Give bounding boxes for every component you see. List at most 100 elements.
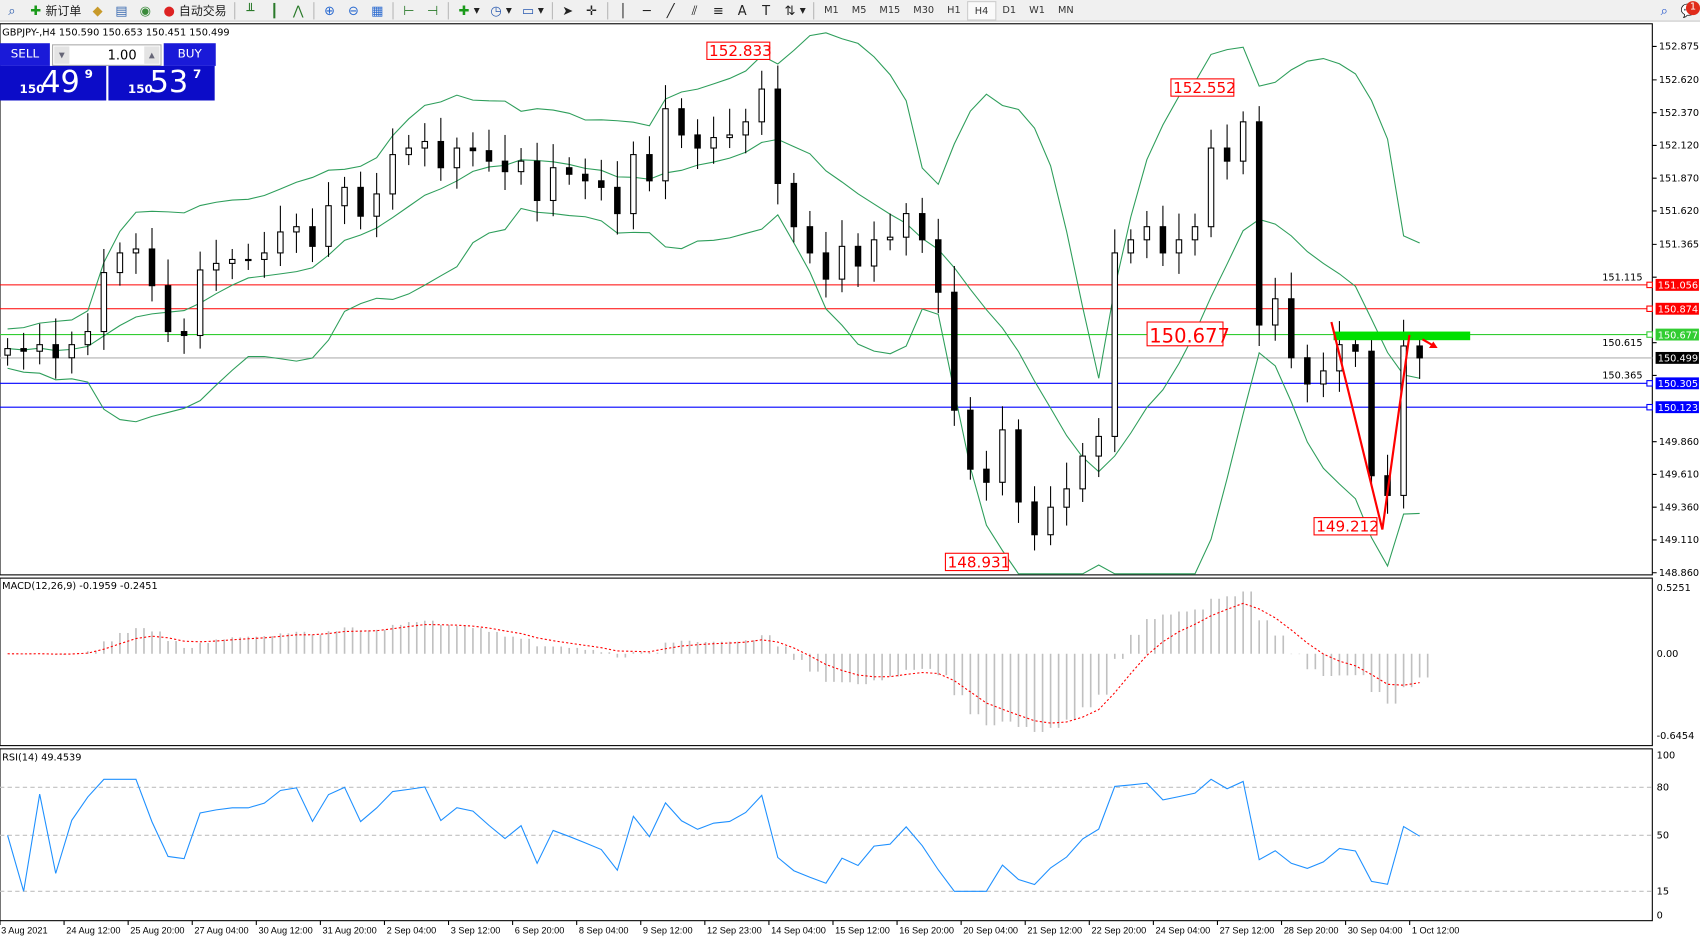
candle-body	[164, 285, 172, 333]
candle-body	[148, 248, 156, 287]
crosshair-button[interactable]: ✛	[580, 1, 604, 20]
timeframe-h4[interactable]: H4	[967, 0, 996, 20]
arrows-icon: ⇅	[784, 2, 796, 18]
chart-shift-button[interactable]: ⊣	[421, 1, 445, 20]
candle-chart-button[interactable]: ┃	[262, 1, 286, 20]
indicators-button[interactable]: ✚ ▾	[452, 1, 484, 20]
candle	[1127, 229, 1135, 264]
candle-body	[1255, 121, 1263, 326]
candle	[870, 221, 878, 282]
vertical-line-button[interactable]: │	[611, 1, 635, 20]
zoom-out-button[interactable]: ⊖	[342, 1, 366, 20]
time-tick-label: 27 Sep 12:00	[1220, 926, 1275, 936]
terminal-icon: ▤	[115, 2, 128, 18]
level-handle-icon	[1646, 380, 1653, 387]
history-button[interactable]: ◆	[86, 1, 110, 20]
candle-body	[742, 121, 749, 136]
tile-windows-button[interactable]: ▦	[365, 1, 389, 20]
price-tick-label: 151.365	[1659, 240, 1699, 251]
level-handle-icon	[1646, 305, 1653, 312]
candle	[774, 65, 782, 205]
timeframe-h1[interactable]: H1	[947, 4, 961, 16]
candle-body	[196, 269, 204, 337]
notifications-button[interactable]: 💬1	[1676, 0, 1700, 20]
price-tick-label: 149.360	[1659, 502, 1699, 513]
search-button[interactable]: ⌕	[1652, 1, 1676, 20]
candle	[983, 450, 990, 501]
timeframe-mn[interactable]: MN	[1058, 4, 1074, 16]
lot-increase-icon[interactable]: ▲	[144, 46, 160, 64]
sell-button[interactable]: SELL	[0, 43, 50, 66]
time-tick-label: 28 Sep 20:00	[1284, 926, 1339, 936]
candle	[1031, 486, 1038, 551]
candle	[325, 182, 332, 257]
buy-price-big: 53	[149, 63, 189, 100]
candle-body	[806, 226, 814, 254]
timeframe-m1[interactable]: M1	[824, 4, 839, 16]
horizontal-line-button[interactable]: ─	[635, 1, 659, 20]
trend-drawing	[1330, 321, 1411, 530]
trendline-button[interactable]: ╱	[659, 1, 683, 20]
candle	[1416, 332, 1423, 379]
chart-area[interactable]: 152.875 152.620 152.370 152.120 151.870 151.6…	[0, 23, 1700, 938]
candle	[1191, 213, 1199, 256]
zoom-out-icon: ⊖	[347, 2, 359, 18]
candle	[614, 161, 621, 235]
terminal-button[interactable]: ▤	[110, 1, 134, 20]
text-button[interactable]: A	[730, 1, 754, 20]
auto-trading-button[interactable]: ● 自动交易	[157, 1, 231, 20]
price-level-value: 150.305	[1658, 379, 1698, 390]
line-chart-button[interactable]: ⋀	[286, 1, 310, 20]
candle-body	[1111, 252, 1119, 437]
timeframe-m5[interactable]: M5	[851, 4, 867, 16]
new-order-button[interactable]: ✚ 新订单	[24, 1, 86, 20]
candle	[196, 251, 204, 349]
level-handle-icon	[1646, 403, 1653, 411]
lot-size-input[interactable]: ▼ 1.00 ▲	[52, 44, 162, 66]
fibonacci-button[interactable]: ≡	[706, 1, 730, 20]
price-tick-label: 151.620	[1659, 206, 1699, 217]
price-level-value: 150.123	[1658, 403, 1698, 414]
timeframe-w1[interactable]: W1	[1029, 4, 1045, 16]
chart-header: GBPJPY-,H4 150.590 150.653 150.451 150.4…	[2, 28, 230, 39]
lot-decrease-icon[interactable]: ▼	[54, 46, 70, 64]
candle-body	[694, 134, 701, 149]
signals-button[interactable]: ◉	[133, 1, 157, 20]
timeframe-m15[interactable]: M15	[879, 4, 901, 16]
candle-body	[1175, 239, 1183, 254]
timeframe-m30[interactable]: M30	[913, 4, 935, 16]
candle	[1400, 319, 1407, 509]
equidistant-channel-button[interactable]: ⫽	[683, 1, 707, 20]
time-tick-label: 22 Sep 20:00	[1091, 926, 1146, 936]
level-handle-icon	[1646, 331, 1653, 338]
text-label-button[interactable]: T	[754, 1, 778, 20]
zoom-in-button[interactable]: ⊕	[318, 1, 342, 20]
periods-button[interactable]: ◷ ▾	[490, 2, 512, 18]
cursor-button[interactable]: ➤	[556, 1, 580, 20]
candle-body	[245, 258, 252, 262]
buy-price[interactable]: 150 53 7	[108, 63, 215, 101]
price-tick-label: 151.870	[1659, 173, 1699, 184]
price-annotation: 149.212	[1316, 518, 1379, 536]
candle-body	[774, 88, 782, 184]
timeframe-d1[interactable]: D1	[1002, 4, 1017, 16]
fibonacci-icon: ≡	[712, 2, 724, 18]
search-icon-left[interactable]: ⌕	[8, 2, 16, 18]
buy-button[interactable]: BUY	[163, 43, 216, 66]
candle-body	[1191, 226, 1199, 241]
sell-price[interactable]: 150 49 9	[0, 64, 107, 101]
price-level-tag	[1655, 377, 1699, 390]
autoscroll-button[interactable]: ⊢	[397, 1, 421, 20]
arrows-button[interactable]: ⇅ ▾	[778, 1, 810, 20]
chart-canvas[interactable]: 152.875 152.620 152.370 152.120 151.870 151.6…	[0, 23, 1700, 938]
candle	[1143, 210, 1151, 259]
templates-button[interactable]: ▭ ▾	[521, 2, 544, 18]
candle-body	[1095, 435, 1102, 457]
candle	[501, 134, 509, 190]
candle	[421, 123, 429, 167]
bollinger-lower	[7, 207, 1420, 575]
candle-body	[277, 231, 284, 254]
time-tick-label: 2 Sep 04:00	[387, 926, 437, 936]
bar-chart-button[interactable]: ╨	[239, 1, 263, 20]
time-tick-label: 8 Sep 04:00	[579, 926, 629, 936]
